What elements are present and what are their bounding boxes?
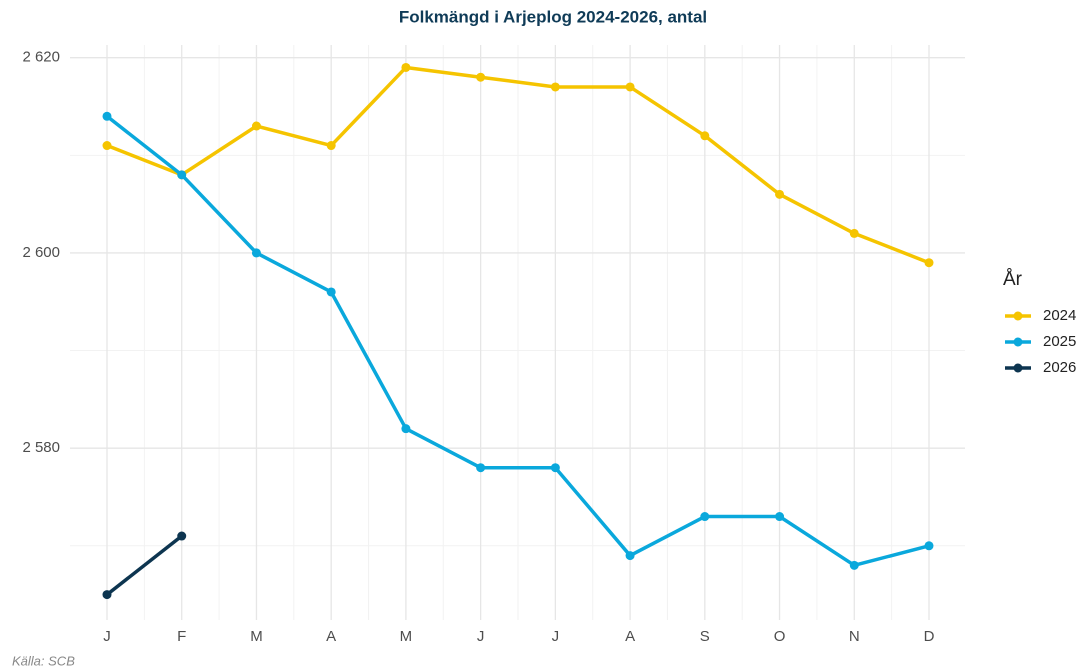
- series-line: [105, 534, 183, 596]
- x-tick-label: M: [250, 628, 263, 645]
- legend-swatch-dot: [1013, 363, 1023, 373]
- data-point: [102, 141, 112, 151]
- series-line: [106, 65, 930, 265]
- data-point: [924, 541, 934, 551]
- legend-title: År: [1003, 269, 1023, 290]
- data-point: [177, 170, 187, 180]
- legend-swatch-dot: [1013, 337, 1023, 347]
- legend-label: 2025: [1043, 333, 1076, 350]
- legend-label: 2026: [1043, 359, 1076, 376]
- data-point: [849, 228, 859, 238]
- data-point: [775, 189, 785, 199]
- x-tick-label: J: [103, 628, 111, 645]
- data-point: [102, 111, 112, 121]
- data-point: [476, 72, 486, 82]
- data-point: [625, 551, 635, 561]
- chart-title: Folkmängd i Arjeplog 2024-2026, antal: [399, 7, 707, 26]
- plot: [102, 62, 934, 600]
- x-tick-label: S: [700, 628, 710, 645]
- data-point: [401, 62, 411, 72]
- data-point: [251, 121, 261, 131]
- data-point: [924, 258, 934, 268]
- x-tick-label: A: [326, 628, 336, 645]
- x-tick-label: J: [477, 628, 485, 645]
- data-point: [700, 512, 710, 522]
- data-point: [326, 287, 336, 297]
- y-tick-label: 2 580: [22, 439, 60, 456]
- caption: Källa: SCB: [12, 653, 75, 668]
- data-point: [625, 82, 635, 92]
- y-tick-label: 2 620: [22, 49, 60, 66]
- x-tick-label: A: [625, 628, 635, 645]
- legend-swatch-dot: [1013, 311, 1023, 321]
- data-point: [401, 424, 411, 434]
- data-point: [550, 463, 560, 473]
- x-tick-label: J: [552, 628, 560, 645]
- data-point: [251, 248, 261, 258]
- y-tick-label: 2 600: [22, 244, 60, 261]
- data-point: [550, 82, 560, 92]
- data-point: [700, 131, 710, 141]
- data-point: [326, 141, 336, 151]
- series-line: [105, 114, 930, 568]
- x-tick-label: F: [177, 628, 186, 645]
- x-tick-label: O: [774, 628, 786, 645]
- data-point: [775, 512, 785, 522]
- data-point: [476, 463, 486, 473]
- data-point: [177, 531, 187, 541]
- x-tick-label: D: [924, 628, 935, 645]
- data-point: [102, 590, 112, 600]
- grid: [70, 45, 965, 620]
- data-point: [849, 560, 859, 570]
- legend-label: 2024: [1043, 307, 1076, 324]
- x-tick-label: N: [849, 628, 860, 645]
- x-tick-label: M: [400, 628, 413, 645]
